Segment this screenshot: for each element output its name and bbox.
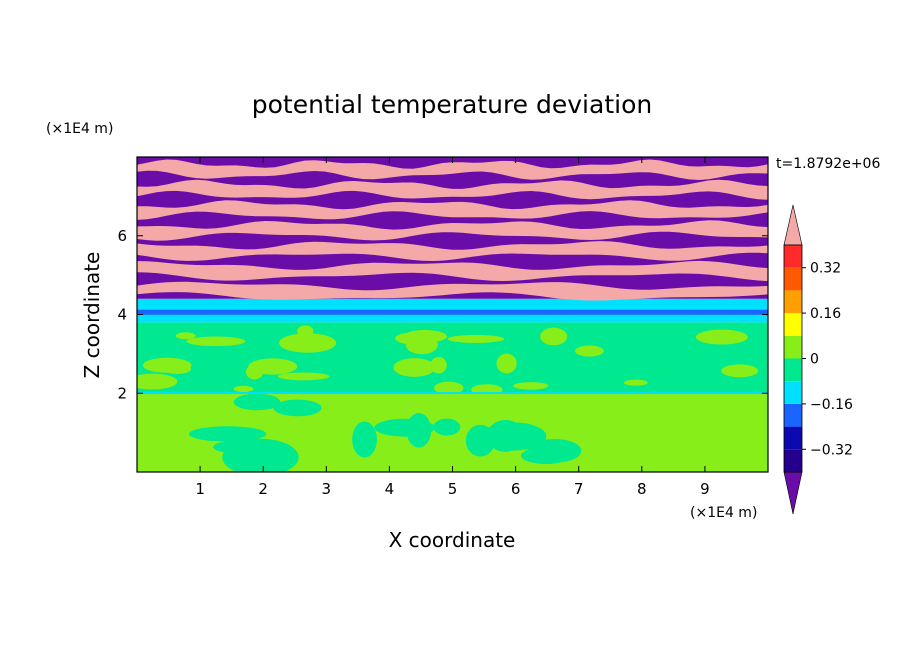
lower-blob (188, 426, 267, 442)
upper-stripe (137, 220, 768, 241)
time-label: t=1.8792e+06 (776, 156, 880, 172)
colorbar: 0.32 0.16 0 −0.16 −0.32 (783, 204, 853, 515)
colorbar-segment (784, 335, 802, 359)
x-tick-label: 2 (258, 480, 268, 498)
colorbar-segment (784, 426, 802, 450)
upper-stripe (137, 241, 768, 261)
middle-blob (186, 336, 246, 347)
middle-blob (695, 329, 748, 345)
x-tick-label: 7 (574, 480, 584, 498)
colorbar-tick-label: 0.16 (810, 306, 841, 322)
y-tick-label: 2 (117, 384, 127, 402)
upper-stripe (137, 281, 768, 301)
middle-blob (245, 364, 264, 380)
colorbar-segment (784, 290, 802, 314)
lower-blob (273, 399, 322, 417)
colorbar-tick-label: −0.32 (810, 442, 853, 458)
middle-blob (175, 332, 196, 340)
x-tick-label: 4 (385, 480, 395, 498)
x-tick-label: 5 (448, 480, 458, 498)
chart-title: potential temperature deviation (252, 90, 652, 119)
x-unit-label: (×1E4 m) (690, 505, 757, 521)
x-tick-label: 8 (637, 480, 647, 498)
x-axis: 1 2 3 4 5 6 7 8 9 (195, 157, 710, 498)
middle-blob (721, 364, 759, 378)
middle-blob (513, 382, 549, 390)
colorbar-segment (784, 245, 802, 268)
lower-blob (433, 418, 461, 436)
x-tick-label: 9 (700, 480, 710, 498)
middle-blob (297, 325, 314, 337)
colorbar-segment (784, 449, 802, 472)
middle-blob (137, 373, 178, 390)
y-axis-label: Z coordinate (80, 252, 104, 379)
contour-field (137, 157, 768, 472)
middle-blob (623, 379, 648, 386)
colorbar-tick-label: 0.32 (810, 261, 841, 277)
y-tick-label: 4 (117, 306, 127, 324)
colorbar-segment (784, 313, 802, 336)
lower-blob (352, 421, 377, 458)
colorbar-segment (784, 403, 802, 427)
middle-blob (405, 335, 438, 355)
middle-blob (496, 353, 517, 374)
y-unit-label: (×1E4 m) (46, 121, 113, 137)
colorbar-extend-min (783, 471, 803, 515)
middle-blob (163, 363, 191, 374)
middle-blob (574, 345, 604, 357)
y-axis: 2 4 6 (117, 227, 768, 402)
colorbar-tick-label: −0.16 (810, 397, 853, 413)
upper-stripe (137, 200, 768, 220)
lower-blob (213, 440, 261, 454)
colorbar-segment (784, 381, 802, 404)
colorbar-segment (784, 267, 802, 291)
middle-blob (447, 334, 505, 343)
colorbar-extend-max (783, 204, 803, 246)
colorbar-tick-label: 0 (810, 352, 819, 368)
middle-blob (233, 385, 254, 393)
lower-blob (233, 393, 281, 411)
upper-stripe (137, 179, 768, 200)
lower-blob (480, 422, 547, 451)
middle-blob (540, 327, 568, 346)
middle-layer (137, 322, 768, 394)
transition-stripe (137, 309, 768, 315)
middle-blob (393, 358, 436, 377)
lower-blob (527, 439, 582, 463)
middle-blob (278, 333, 337, 353)
x-tick-label: 1 (195, 480, 205, 498)
colorbar-segment (784, 358, 802, 382)
lower-blob (374, 418, 435, 437)
interface-z2 (137, 392, 768, 395)
x-tick-label: 3 (322, 480, 332, 498)
y-tick-label: 6 (117, 227, 127, 245)
upper-stripe (137, 260, 768, 282)
middle-blob (277, 372, 330, 381)
middle-blob (434, 381, 464, 395)
upper-stripe (137, 159, 768, 180)
x-axis-label: X coordinate (389, 528, 516, 552)
x-tick-label: 6 (511, 480, 521, 498)
